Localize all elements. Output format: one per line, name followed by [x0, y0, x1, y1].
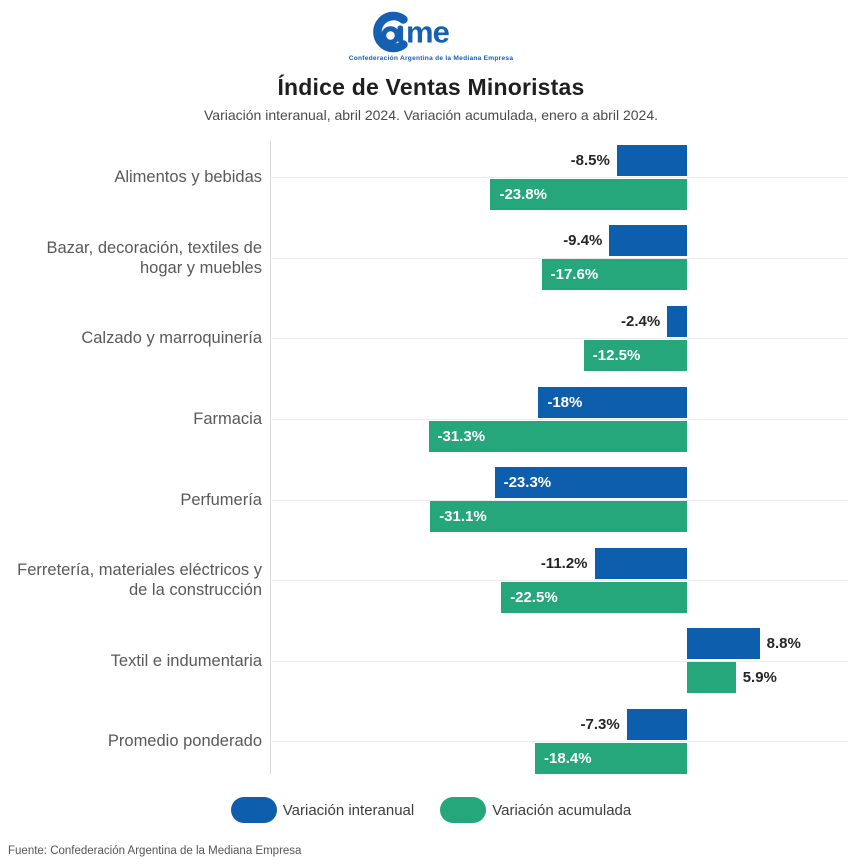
- bar-interanual: [616, 144, 687, 176]
- chart-row: Promedio ponderado -7.3% -18.4%: [0, 701, 862, 782]
- gridline: [270, 499, 848, 501]
- bar-value-label: 8.8%: [766, 635, 801, 653]
- y-axis-line: [270, 141, 271, 774]
- category-label: Calzado y marroquinería: [81, 329, 262, 348]
- plot-cell: -9.4% -17.6%: [270, 218, 848, 299]
- plot-cell: -7.3% -18.4%: [270, 701, 848, 782]
- legend-swatch-acumulada: [440, 797, 487, 823]
- bar-value-label: -18%: [547, 393, 583, 411]
- bar-acumulada: -18.4%: [535, 742, 687, 774]
- gridline: [270, 257, 848, 259]
- category-label: Alimentos y bebidas: [114, 168, 262, 187]
- bar-acumulada: -31.1%: [430, 501, 687, 533]
- page-subtitle: Variación interanual, abril 2024. Variac…: [204, 107, 658, 123]
- header: me Confederación Argentina de la Mediana…: [0, 0, 862, 123]
- chart-row: Alimentos y bebidas -8.5% -23.8%: [0, 137, 862, 218]
- bar-interanual: -18%: [538, 386, 687, 418]
- bar-value-label: -7.3%: [580, 715, 620, 733]
- bar-value-label: -8.5%: [570, 151, 610, 169]
- bar-chart: Alimentos y bebidas -8.5% -23.8% Bazar, dec…: [0, 137, 862, 782]
- category-label: Ferretería, materiales eléctricos y de l…: [17, 561, 262, 600]
- legend-item-interanual: Variación interanual: [230, 797, 415, 823]
- gridline: [270, 338, 848, 340]
- bar-value-label: -11.2%: [540, 554, 588, 572]
- plot-cell: -18% -31.3%: [270, 379, 848, 460]
- category-label: Farmacia: [193, 410, 262, 429]
- bar-interanual: -23.3%: [494, 467, 687, 499]
- plot-cell: -2.4% -12.5%: [270, 298, 848, 379]
- legend-label-interanual: Variación interanual: [282, 801, 415, 819]
- legend-item-acumulada: Variación acumulada: [440, 797, 631, 823]
- came-logo: me Confederación Argentina de la Mediana…: [349, 10, 514, 63]
- bar-value-label: -9.4%: [563, 232, 603, 250]
- category-label: Textil e indumentaria: [110, 651, 262, 670]
- bar-interanual: [667, 305, 687, 337]
- bar-value-label: -17.6%: [550, 266, 599, 284]
- category-label: Bazar, decoración, textiles de hogar y m…: [46, 238, 262, 277]
- gridline: [270, 580, 848, 582]
- chart-row: Perfumería -23.3% -31.1%: [0, 459, 862, 540]
- plot-cell: -23.3% -31.1%: [270, 459, 848, 540]
- bar-value-label: -31.3%: [437, 427, 486, 445]
- bar-interanual: [609, 225, 687, 257]
- bar-value-label: -31.1%: [439, 508, 487, 526]
- plot-cell: 8.8% 5.9%: [270, 621, 848, 702]
- plot-cell: -11.2% -22.5%: [270, 540, 848, 621]
- bar-acumulada: -23.8%: [490, 178, 687, 210]
- source-note: Fuente: Confederación Argentina de la Me…: [8, 845, 302, 857]
- bar-value-label: -2.4%: [620, 312, 661, 330]
- bar-interanual: [626, 708, 687, 740]
- page-title: Índice de Ventas Minoristas: [277, 74, 585, 100]
- bar-value-label: -23.3%: [503, 474, 552, 492]
- bar-interanual: [594, 547, 687, 579]
- gridline: [270, 419, 848, 421]
- logo-tagline: Confederación Argentina de la Mediana Em…: [348, 55, 514, 62]
- gridline: [270, 177, 848, 179]
- bar-value-label: -12.5%: [592, 346, 641, 364]
- category-label: Perfumería: [180, 490, 262, 509]
- category-label: Promedio ponderado: [107, 732, 262, 751]
- chart-legend: Variación interanual Variación acumulada: [0, 797, 862, 823]
- bar-value-label: -18.4%: [544, 749, 592, 767]
- chart-row: Calzado y marroquinería -2.4% -12.5%: [0, 298, 862, 379]
- legend-swatch-interanual: [230, 797, 277, 823]
- bar-acumulada: -12.5%: [583, 339, 687, 371]
- bar-acumulada: [686, 662, 736, 694]
- bar-interanual: [686, 628, 760, 660]
- bar-value-label: -23.8%: [499, 185, 547, 203]
- came-logo-icon: me: [373, 11, 451, 53]
- chart-row: Ferretería, materiales eléctricos y de l…: [0, 540, 862, 621]
- gridline: [270, 741, 848, 743]
- plot-cell: -8.5% -23.8%: [270, 137, 848, 218]
- chart-row: Bazar, decoración, textiles de hogar y m…: [0, 218, 862, 299]
- chart-row: Farmacia -18% -31.3%: [0, 379, 862, 460]
- bar-acumulada: -17.6%: [541, 259, 687, 291]
- legend-label-acumulada: Variación acumulada: [492, 801, 632, 819]
- bar-acumulada: -22.5%: [501, 581, 687, 613]
- bar-acumulada: -31.3%: [428, 420, 687, 452]
- chart-row: Textil e indumentaria 8.8% 5.9%: [0, 621, 862, 702]
- gridline: [270, 660, 848, 662]
- bar-value-label: 5.9%: [742, 669, 777, 687]
- bar-value-label: -22.5%: [510, 588, 558, 606]
- svg-text:me: me: [406, 15, 450, 50]
